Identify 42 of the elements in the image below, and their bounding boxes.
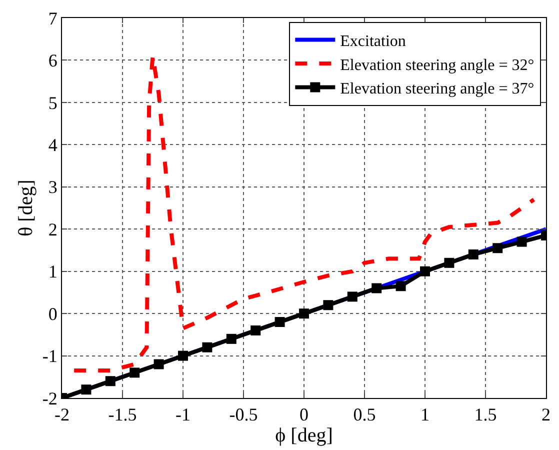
point: [323, 300, 334, 310]
y-tick-label: 2: [48, 219, 58, 240]
point: [154, 359, 164, 370]
x-axis-title: ϕ [deg]: [275, 424, 333, 447]
point: [130, 368, 140, 378]
legend-label: Elevation steering angle = 32°: [340, 56, 534, 74]
y-tick-label: 3: [48, 177, 58, 198]
y-tick-label: 6: [48, 50, 58, 71]
point: [105, 376, 116, 386]
point: [81, 384, 92, 395]
x-tick-label: -1.5: [108, 404, 137, 425]
point: [420, 266, 430, 276]
y-axis-title: θ [deg]: [14, 180, 37, 236]
x-tick-label: 1: [420, 404, 430, 425]
point: [226, 334, 236, 344]
point: [372, 283, 382, 294]
x-tick-label: 0: [300, 404, 308, 425]
x-tick-label: -1: [176, 404, 190, 425]
x-tick-label: 0.5: [353, 404, 376, 425]
legend-label: Elevation steering angle = 37°: [340, 80, 534, 98]
x-tick-label: -0.5: [229, 404, 258, 425]
y-tick-label: -2: [42, 388, 58, 408]
x-tick-label: 2: [542, 404, 550, 425]
point: [202, 342, 212, 352]
point: [178, 350, 188, 361]
point: [396, 281, 406, 292]
y-tick-label: 1: [48, 262, 58, 282]
y-tick-label: 0: [48, 304, 58, 324]
point: [444, 258, 454, 268]
y-tick-label: 7: [48, 8, 58, 28]
x-tick-label: 1.5: [474, 404, 497, 425]
y-tick-label: -1: [42, 346, 58, 366]
legend-label: Excitation: [340, 32, 406, 50]
y-tick-label: 5: [48, 92, 58, 113]
point: [516, 236, 527, 247]
point: [492, 243, 503, 254]
y-tick-label: 4: [48, 134, 58, 155]
point: [274, 317, 285, 327]
point: [468, 249, 478, 260]
point: [299, 308, 309, 319]
point: [250, 325, 261, 336]
point: [347, 292, 358, 302]
